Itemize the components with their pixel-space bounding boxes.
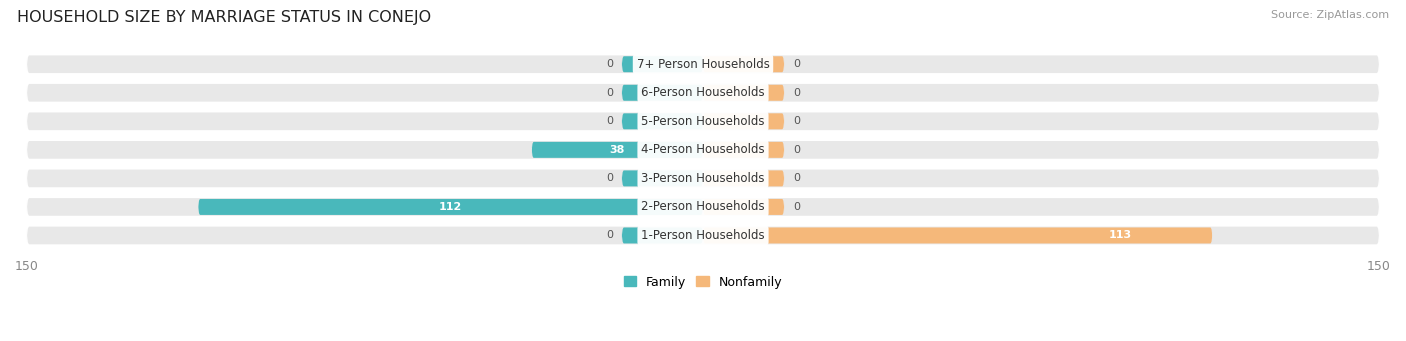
Text: 113: 113 bbox=[1109, 231, 1132, 240]
FancyBboxPatch shape bbox=[621, 170, 703, 187]
Text: 7+ Person Households: 7+ Person Households bbox=[637, 58, 769, 71]
FancyBboxPatch shape bbox=[703, 227, 1212, 243]
Text: HOUSEHOLD SIZE BY MARRIAGE STATUS IN CONEJO: HOUSEHOLD SIZE BY MARRIAGE STATUS IN CON… bbox=[17, 10, 432, 25]
FancyBboxPatch shape bbox=[703, 85, 785, 101]
Text: 0: 0 bbox=[606, 116, 613, 126]
FancyBboxPatch shape bbox=[531, 142, 703, 158]
FancyBboxPatch shape bbox=[27, 198, 1379, 216]
FancyBboxPatch shape bbox=[198, 199, 703, 215]
FancyBboxPatch shape bbox=[27, 169, 1379, 187]
Text: 0: 0 bbox=[606, 173, 613, 183]
Text: 0: 0 bbox=[793, 145, 800, 155]
FancyBboxPatch shape bbox=[621, 227, 703, 243]
Text: 0: 0 bbox=[606, 59, 613, 69]
FancyBboxPatch shape bbox=[621, 85, 703, 101]
Text: 0: 0 bbox=[793, 202, 800, 212]
Text: 5-Person Households: 5-Person Households bbox=[641, 115, 765, 128]
Text: 2-Person Households: 2-Person Households bbox=[641, 201, 765, 213]
Text: 3-Person Households: 3-Person Households bbox=[641, 172, 765, 185]
Legend: Family, Nonfamily: Family, Nonfamily bbox=[619, 271, 787, 294]
Text: Source: ZipAtlas.com: Source: ZipAtlas.com bbox=[1271, 10, 1389, 20]
Text: 38: 38 bbox=[610, 145, 626, 155]
Text: 0: 0 bbox=[606, 88, 613, 98]
FancyBboxPatch shape bbox=[703, 56, 785, 72]
FancyBboxPatch shape bbox=[621, 113, 703, 129]
FancyBboxPatch shape bbox=[27, 55, 1379, 73]
Text: 0: 0 bbox=[793, 116, 800, 126]
FancyBboxPatch shape bbox=[27, 227, 1379, 244]
FancyBboxPatch shape bbox=[27, 141, 1379, 159]
Text: 0: 0 bbox=[793, 88, 800, 98]
FancyBboxPatch shape bbox=[703, 199, 785, 215]
FancyBboxPatch shape bbox=[703, 113, 785, 129]
Text: 4-Person Households: 4-Person Households bbox=[641, 143, 765, 157]
FancyBboxPatch shape bbox=[703, 142, 785, 158]
Text: 1-Person Households: 1-Person Households bbox=[641, 229, 765, 242]
Text: 0: 0 bbox=[793, 59, 800, 69]
FancyBboxPatch shape bbox=[703, 170, 785, 187]
FancyBboxPatch shape bbox=[27, 84, 1379, 102]
FancyBboxPatch shape bbox=[27, 113, 1379, 130]
Text: 0: 0 bbox=[606, 231, 613, 240]
Text: 0: 0 bbox=[793, 173, 800, 183]
Text: 6-Person Households: 6-Person Households bbox=[641, 86, 765, 99]
Text: 112: 112 bbox=[439, 202, 463, 212]
FancyBboxPatch shape bbox=[621, 56, 703, 72]
